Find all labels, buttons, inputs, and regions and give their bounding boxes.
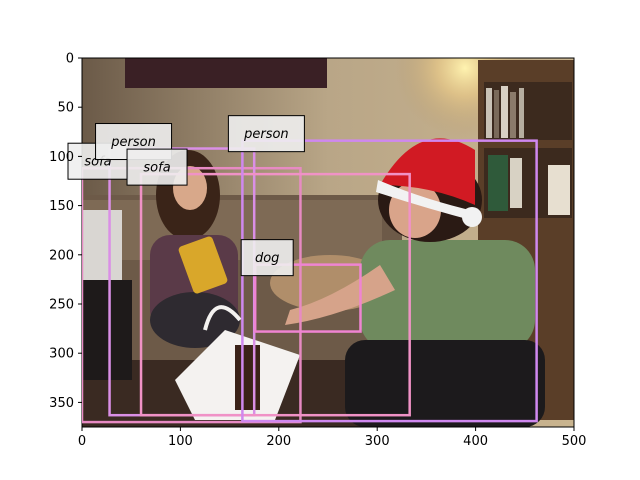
- x-tick-label: 0: [78, 434, 86, 449]
- box-label-background: [240, 239, 294, 277]
- bounding-box-sofa: [82, 166, 302, 424]
- box-label-background: [126, 148, 188, 186]
- y-tick-label: 50: [57, 101, 74, 116]
- detection-boxes: [82, 139, 538, 424]
- box-label-background: [227, 115, 305, 153]
- y-tick-label: 300: [49, 347, 74, 362]
- bounding-box-sofa: [139, 172, 411, 417]
- bounding-box-person: [241, 139, 538, 423]
- y-axis: 0 50 100 150 200 250 300 350: [49, 52, 82, 411]
- x-tick-label: 500: [562, 434, 587, 449]
- y-tick-label: 0: [66, 52, 74, 67]
- y-tick-label: 150: [49, 199, 74, 214]
- box-label-dog: dog: [255, 251, 279, 266]
- y-tick-label: 350: [49, 396, 74, 411]
- x-tick-label: 400: [463, 434, 488, 449]
- x-axis: 0 100 200 300 400 500: [78, 427, 587, 449]
- y-tick-label: 200: [49, 248, 74, 263]
- x-tick-label: 100: [168, 434, 193, 449]
- x-tick-label: 300: [365, 434, 390, 449]
- bounding-box-dog: [253, 263, 362, 333]
- box-label-person: person: [243, 127, 289, 142]
- y-tick-label: 100: [49, 150, 74, 165]
- photo: [82, 58, 574, 427]
- y-tick-label: 250: [49, 298, 74, 313]
- x-tick-label: 200: [266, 434, 291, 449]
- box-label-person: person: [110, 135, 156, 150]
- box-label-sofa: sofa: [143, 161, 170, 176]
